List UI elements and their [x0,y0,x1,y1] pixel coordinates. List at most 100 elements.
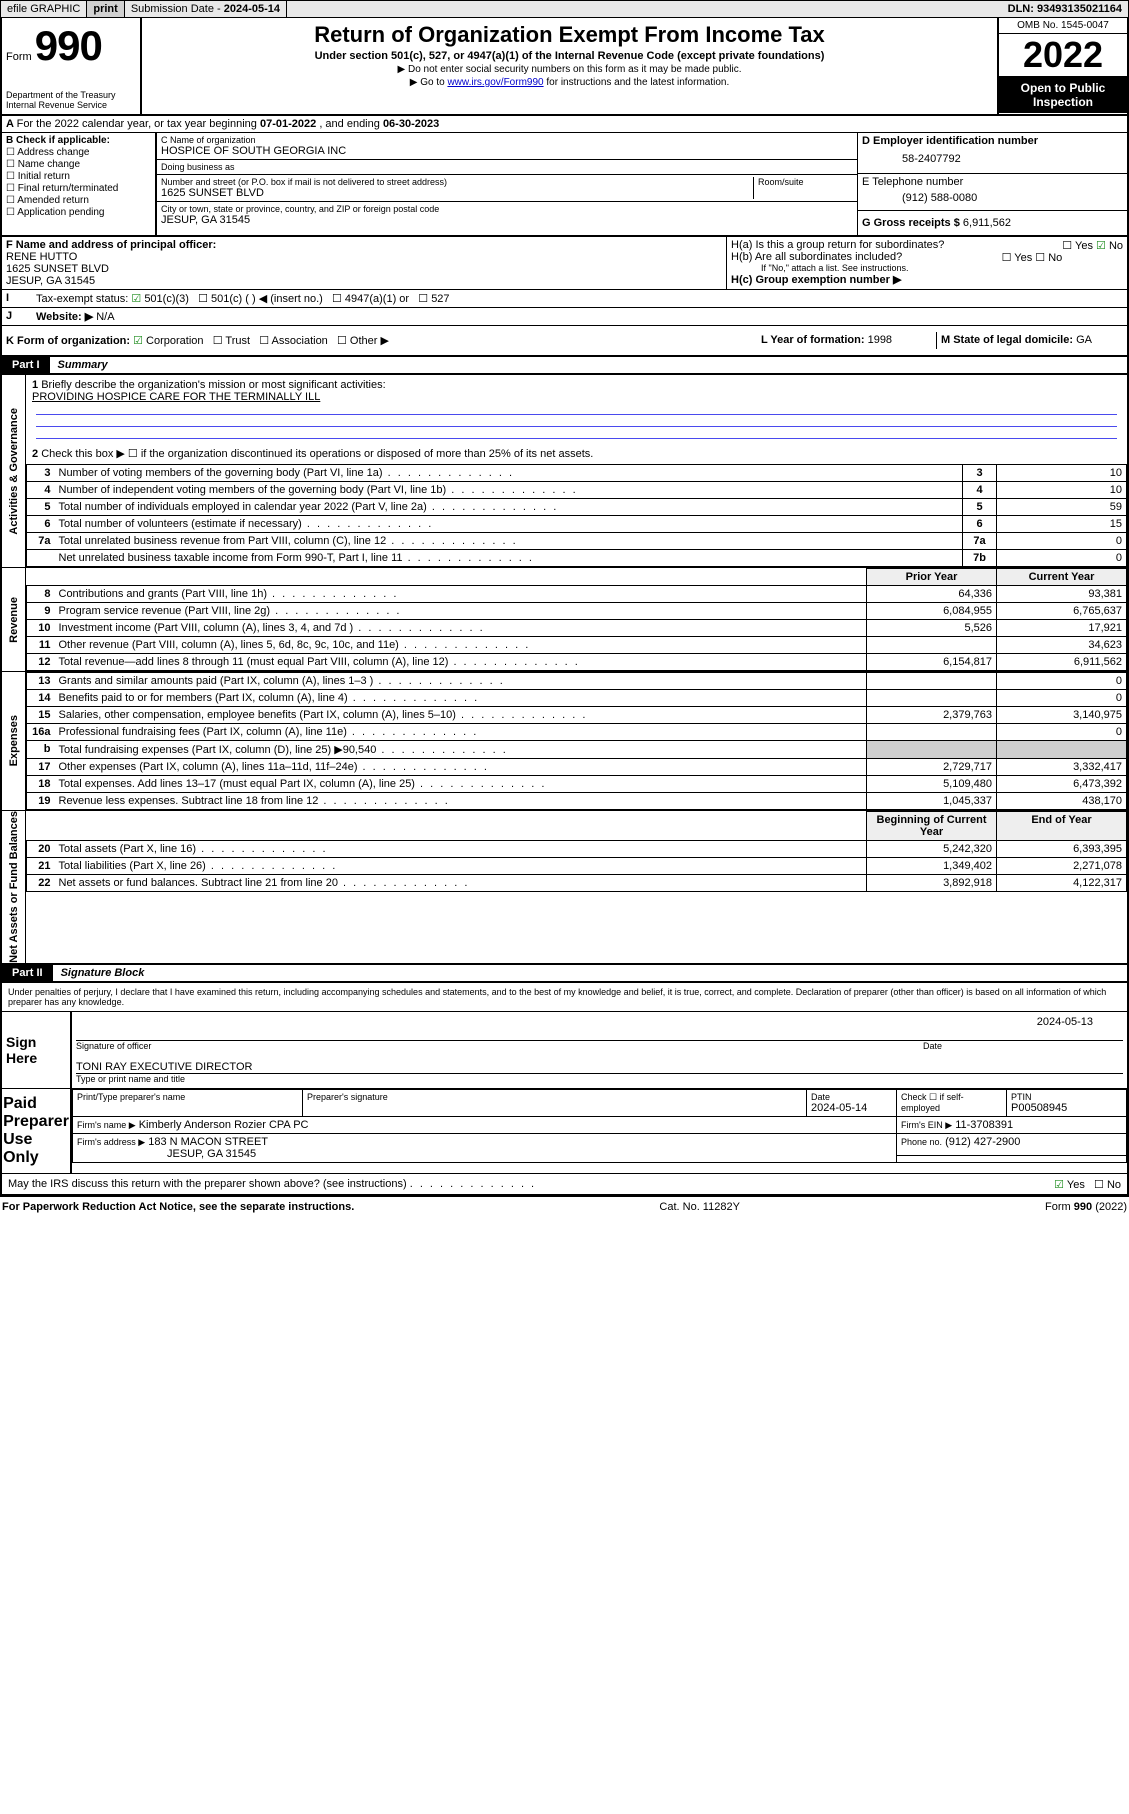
street-label: Number and street (or P.O. box if mail i… [161,177,753,187]
chk-501c3[interactable]: 501(c)(3) [131,293,189,305]
sig-date-label: Date [923,1041,1123,1051]
box-f-label: F Name and address of principal officer: [6,239,216,251]
city-label: City or town, state or province, country… [161,204,853,214]
dln-cell: DLN: 93493135021164 [1002,1,1128,17]
org-form-row: K Form of organization: Corporation Trus… [0,326,1129,357]
chk-corporation[interactable]: Corporation [133,335,203,347]
self-employed-label[interactable]: Check ☐ if self-employed [897,1089,1007,1116]
discuss-no[interactable]: No [1094,1179,1121,1191]
firm-phone: (912) 427-2900 [945,1136,1020,1148]
part1-header: Part I Summary [0,357,1129,375]
tab-governance: Activities & Governance [8,408,20,535]
chk-amended-return[interactable]: Amended return [6,195,151,206]
table-row: 7aTotal unrelated business revenue from … [27,533,1127,550]
discuss-yes[interactable]: Yes [1054,1179,1085,1191]
identity-block: B Check if applicable: Address change Na… [0,133,1129,237]
h-b: H(b) Are all subordinates included? Yes … [731,251,1123,263]
chk-other[interactable]: Other ▶ [337,335,389,347]
c-name-label: C Name of organization [161,135,853,145]
chk-name-change[interactable]: Name change [6,159,151,170]
table-row: 17Other expenses (Part IX, column (A), l… [27,759,1127,776]
table-row: 19Revenue less expenses. Subtract line 1… [27,793,1127,810]
ptin-label: PTIN [1011,1092,1122,1102]
ha-yes[interactable]: Yes [1062,240,1093,252]
footer-right-pre: Form [1045,1201,1074,1213]
h-note: If "No," attach a list. See instructions… [731,263,1123,273]
chk-initial-return[interactable]: Initial return [6,171,151,182]
l2-label: Check this box ▶ ☐ if the organization d… [41,448,593,460]
form-subtitle: Under section 501(c), 527, or 4947(a)(1)… [152,50,987,62]
table-row: 21Total liabilities (Part X, line 26)1,3… [27,858,1127,875]
table-row: 22Net assets or fund balances. Subtract … [27,875,1127,892]
hc-label: H(c) Group exemption number ▶ [731,274,901,286]
tax-year: 2022 [999,34,1127,77]
table-row: 9Program service revenue (Part VIII, lin… [27,603,1127,620]
gross-value: 6,911,562 [963,217,1011,229]
part2-header: Part II Signature Block [0,965,1129,983]
prep-date: 2024-05-14 [811,1102,892,1114]
omb-number: OMB No. 1545-0047 [999,18,1127,34]
l-label: L Year of formation: [761,334,865,346]
ptin-value: P00508945 [1011,1102,1122,1114]
note2-pre: ▶ Go to [410,77,448,88]
period-mid: , and ending [319,118,383,130]
chk-final-return[interactable]: Final return/terminated [6,183,151,194]
chk-association[interactable]: Association [259,335,328,347]
m-label: M State of legal domicile: [941,334,1073,346]
website-value: N/A [96,311,114,323]
chk-527[interactable]: 527 [418,293,449,305]
irs-label: Internal Revenue Service [6,100,136,110]
sign-here-label: Sign Here [2,1012,72,1088]
city-value: JESUP, GA 31545 [161,214,853,226]
form-word: Form [6,51,32,63]
table-row: 20Total assets (Part X, line 16)5,242,32… [27,841,1127,858]
footer-right-bold: 990 [1074,1201,1092,1213]
hdr-current: Current Year [997,569,1127,586]
sec-revenue: Revenue Prior Year Current Year 8Contrib… [0,568,1129,672]
efile-label: efile GRAPHIC [1,1,87,17]
tab-net-assets: Net Assets or Fund Balances [8,811,20,963]
chk-application-pending[interactable]: Application pending [6,207,151,218]
submission-cell: Submission Date - 2024-05-14 [125,1,287,17]
chk-trust[interactable]: Trust [213,335,250,347]
part2-title: Signature Block [53,965,153,981]
chk-address-change[interactable]: Address change [6,147,151,158]
h-a: H(a) Is this a group return for subordin… [731,239,1123,251]
hb-no[interactable]: No [1035,252,1062,264]
mission-text: PROVIDING HOSPICE CARE FOR THE TERMINALL… [32,391,320,403]
chk-4947[interactable]: 4947(a)(1) or [332,293,409,305]
tax-status-row: I Tax-exempt status: 501(c)(3) 501(c) ( … [0,290,1129,308]
part2-label: Part II [2,965,53,981]
governance-table: 3Number of voting members of the governi… [26,464,1127,567]
firm-addr1: 183 N MACON STREET [148,1136,268,1148]
paid-preparer-label: Paid Preparer Use Only [2,1089,72,1173]
signature-block: Under penalties of perjury, I declare th… [0,983,1129,1196]
period-end: 06-30-2023 [383,118,439,130]
org-name: HOSPICE OF SOUTH GEORGIA INC [161,145,853,157]
dln-value: 93493135021164 [1037,3,1122,15]
ha-no[interactable]: No [1096,240,1123,252]
table-row: 10Investment income (Part VIII, column (… [27,620,1127,637]
part1-label: Part I [2,357,50,373]
tab-expenses: Expenses [8,715,20,766]
form-header: Form 990 Department of the Treasury Inte… [0,18,1129,116]
website-row: J Website: ▶ N/A [0,308,1129,326]
chk-501c[interactable]: 501(c) ( ) ◀ (insert no.) [198,293,323,305]
sign-date: 2024-05-13 [76,1016,1123,1028]
print-button[interactable]: print [87,1,124,17]
officer-street: 1625 SUNSET BLVD [6,263,109,275]
phone-value: (912) 588-0080 [862,188,1123,208]
form-title: Return of Organization Exempt From Incom… [152,22,987,48]
box-b: B Check if applicable: Address change Na… [2,133,157,235]
table-row: 12Total revenue—add lines 8 through 11 (… [27,654,1127,671]
table-row: 3Number of voting members of the governi… [27,465,1127,482]
table-row: 14Benefits paid to or for members (Part … [27,690,1127,707]
state-domicile: GA [1076,334,1092,346]
hb-yes[interactable]: Yes [1002,252,1033,264]
i-label: Tax-exempt status: [36,293,128,305]
sig-officer-label: Signature of officer [76,1041,923,1051]
gross-label: G Gross receipts $ [862,217,960,229]
instructions-link[interactable]: www.irs.gov/Form990 [447,77,543,88]
hdr-begin: Beginning of Current Year [867,812,997,841]
declaration-text: Under penalties of perjury, I declare th… [2,983,1127,1012]
